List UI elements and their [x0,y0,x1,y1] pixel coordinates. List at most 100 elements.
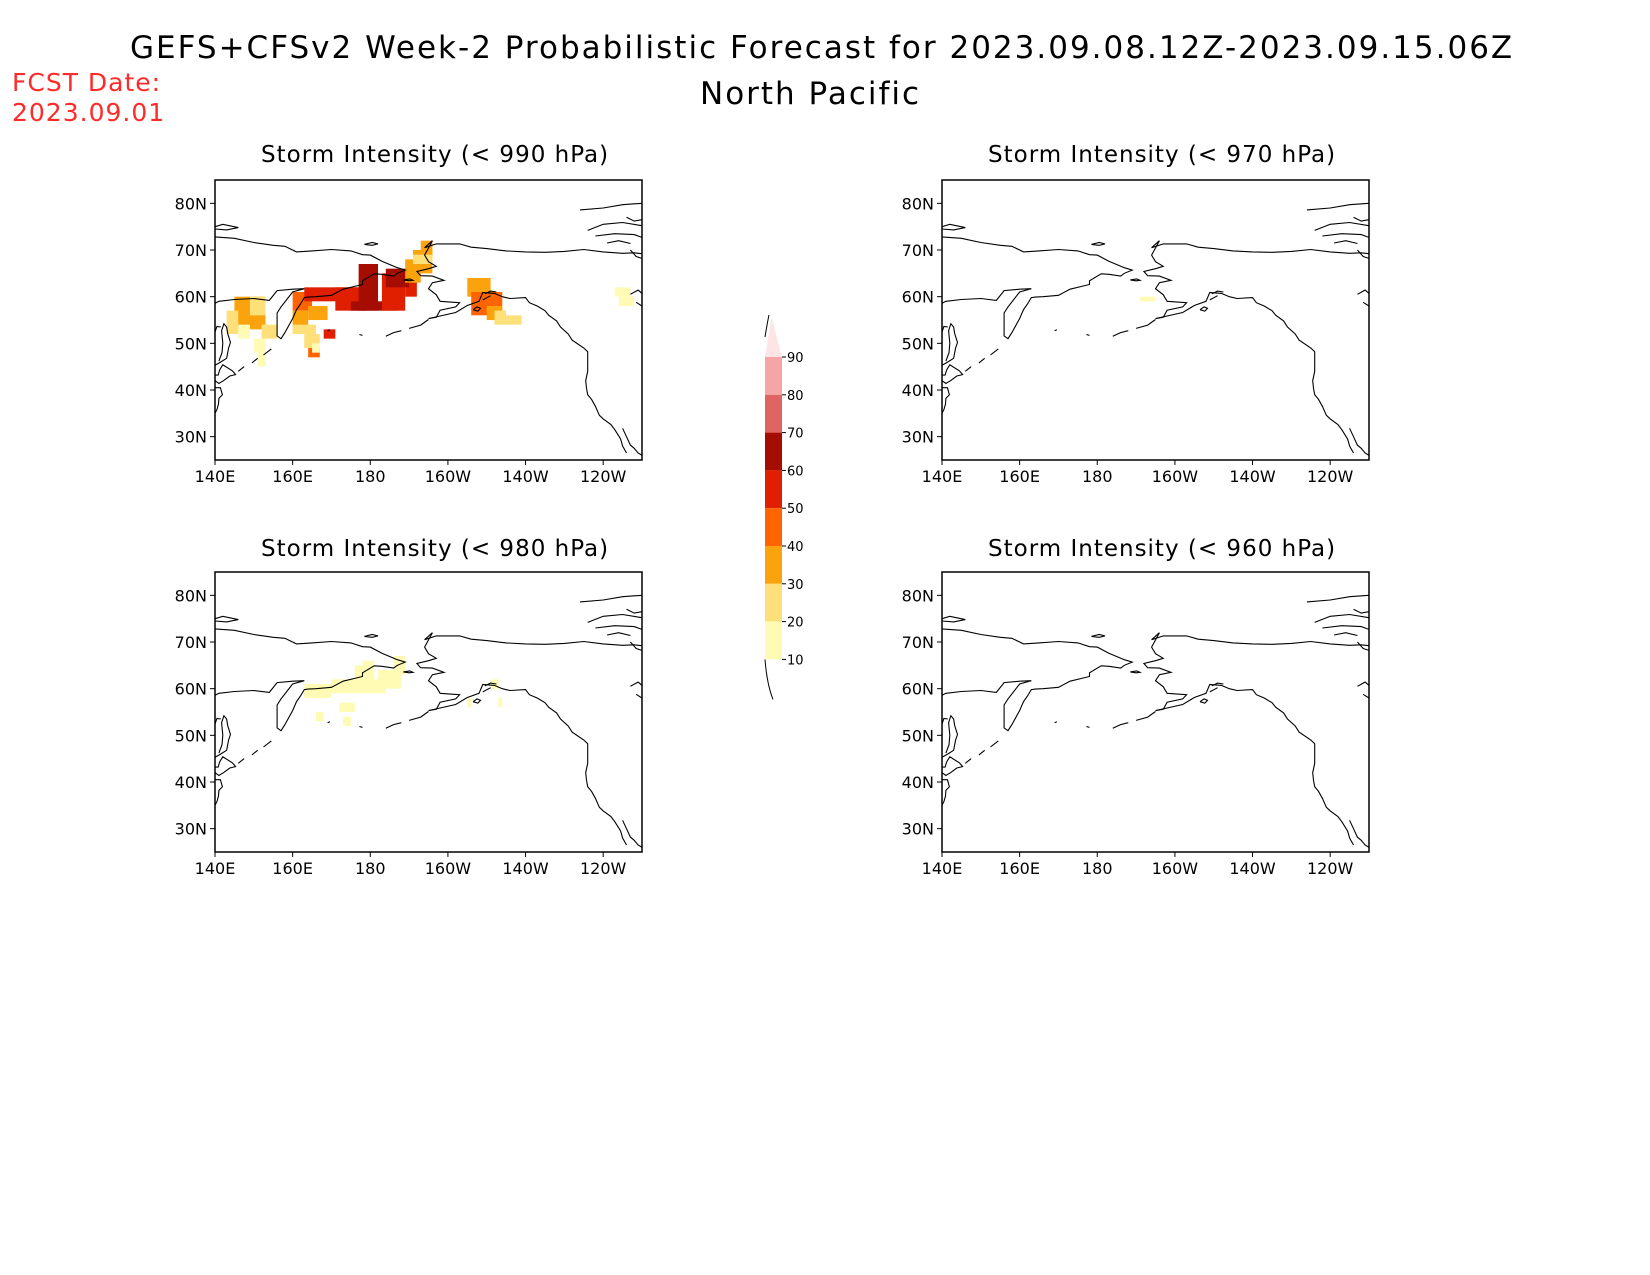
lon-tick-label: 180 [1082,467,1113,486]
colorbar-segment [765,470,782,509]
probability-cell [506,315,522,325]
coastline [1209,295,1218,301]
coastline [587,221,642,231]
coastline [327,329,331,332]
coastline [964,366,972,372]
coastline [635,301,642,307]
coastline [1130,670,1142,674]
coastline [629,249,642,259]
coastline [942,756,964,777]
coastline [635,693,642,699]
colorbar-tick-label: 60 [787,464,804,479]
probability-cell [467,698,472,708]
colorbar-tick-label: 20 [787,616,804,631]
coastline [622,820,642,848]
colorbar-tick-label: 80 [787,389,804,404]
map-panel-980: 80N 70N 60N 50N 40N 30N 140E 160E 180 160W 140W 120… [175,571,643,878]
coastline [424,240,642,255]
coastline [606,632,631,637]
coastline [1209,687,1218,693]
coastline [942,717,948,725]
coastline [630,681,642,687]
coastline [626,216,642,222]
lon-tick-label: 140E [195,467,236,486]
lat-tick-label: 50N [902,334,934,353]
coastline [263,740,272,748]
lon-tick-label: 140W [502,859,549,878]
probability-cell [378,670,402,689]
coastline [415,632,461,712]
coastline [484,290,497,295]
coastline [1362,301,1369,307]
coastline [942,387,951,414]
coastline [215,322,232,366]
coastline [595,233,642,238]
panel-title-980: Storm Intensity (< 980 hPa) [261,536,610,562]
lon-tick-label: 160E [272,467,313,486]
coastline [215,659,407,732]
probability-cell [323,329,336,339]
coastline [415,240,461,320]
coastline [364,633,379,638]
coastline [1362,693,1369,699]
probability-cell [385,268,410,288]
probability-cell [238,324,250,339]
lon-tick-label: 140E [922,467,963,486]
coastline [579,594,642,603]
coastline [1211,290,1224,295]
map-frame [941,179,1370,461]
coastline [385,330,402,337]
coastline [215,615,239,623]
coastline [942,364,964,385]
coastline [1130,278,1142,282]
coastline [942,714,959,758]
lat-tick-label: 60N [175,680,207,699]
colorbar-segment [765,508,782,546]
probability-cell [226,310,239,334]
probability-cell [420,240,433,255]
coastline [626,608,642,614]
coastline [424,632,642,647]
coastline [606,240,631,245]
lon-tick-label: 160E [999,859,1040,878]
coastline [1306,202,1369,211]
map-frame [941,571,1370,853]
lon-tick-label: 140W [502,467,549,486]
coastline [215,267,407,340]
lon-tick-label: 160W [425,859,472,878]
panel-title-990: Storm Intensity (< 990 hPa) [261,142,610,168]
probability-cell [312,343,320,353]
lat-tick-label: 70N [175,241,207,260]
lat-tick-label: 30N [902,428,934,447]
coastline [942,325,948,333]
coastline [484,682,497,687]
coastline [579,202,642,211]
coastline [942,779,951,806]
colorbar-extension-top [765,317,782,357]
lat-tick-label: 70N [902,241,934,260]
coastline [215,387,224,414]
lon-tick-label: 160W [1152,467,1199,486]
coastline [215,779,224,806]
coastline [1322,233,1369,238]
coastline [428,683,627,846]
coastline [472,698,482,704]
lat-tick-label: 50N [175,334,207,353]
probability-cell [498,698,503,708]
probability-cell [393,656,406,675]
coastline [978,357,986,364]
lat-tick-label: 80N [175,194,207,213]
coastline [942,615,966,623]
probability-cell [339,702,355,712]
probability-cell [304,684,332,698]
colorbar-tick-label: 10 [787,653,804,668]
coastline [1356,249,1369,259]
lat-tick-label: 60N [902,680,934,699]
probability-cell [618,296,635,306]
coastline [1357,289,1369,295]
lat-tick-label: 30N [175,428,207,447]
coastline [1142,632,1188,712]
coastline [327,721,331,724]
coastline [215,236,398,269]
probability-cell [1139,296,1156,302]
